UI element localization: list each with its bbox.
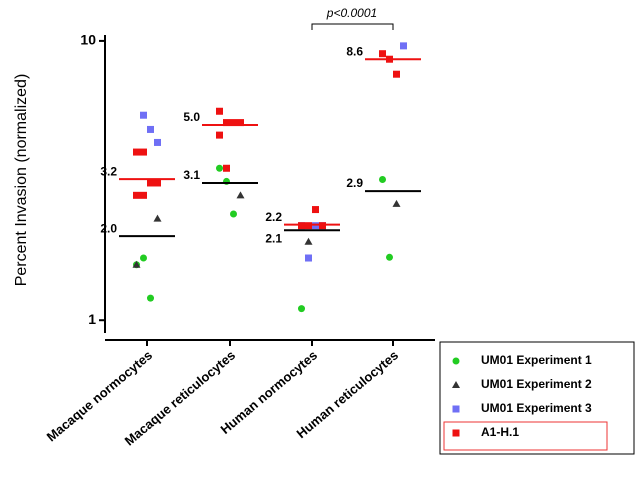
data-point — [230, 119, 237, 127]
y-axis-title: Percent Invasion (normalized) — [13, 74, 30, 287]
median-label: 8.6 — [346, 44, 363, 58]
data-point — [147, 125, 154, 133]
data-point — [140, 111, 147, 119]
data-point — [386, 253, 393, 261]
y-tick-label: 1 — [88, 311, 96, 327]
legend-label: UM01 Experiment 2 — [481, 377, 592, 391]
legend-marker — [452, 357, 460, 365]
median-label: 3.1 — [183, 168, 200, 182]
data-point — [216, 131, 223, 139]
data-point — [400, 42, 407, 50]
median-label: 5.0 — [183, 110, 200, 124]
median-label: 2.2 — [265, 210, 282, 224]
legend-label: UM01 Experiment 3 — [481, 401, 592, 415]
data-point — [140, 254, 147, 262]
data-point — [392, 199, 401, 207]
data-point — [298, 222, 305, 230]
data-point — [236, 191, 245, 199]
legend-marker — [452, 405, 460, 413]
data-point — [153, 214, 162, 222]
data-point — [140, 148, 147, 156]
data-point — [230, 210, 237, 218]
data-point — [319, 222, 326, 230]
data-point — [237, 119, 244, 127]
data-point — [223, 119, 230, 127]
data-point — [393, 70, 400, 78]
data-point — [312, 206, 319, 214]
p-value: p<0.0001 — [326, 6, 377, 20]
median-label: 2.0 — [100, 221, 117, 235]
data-point — [379, 50, 386, 58]
data-point — [379, 176, 386, 184]
legend-highlight — [443, 421, 608, 451]
data-point — [312, 222, 319, 230]
median-label: 3.2 — [100, 164, 117, 178]
legend-marker — [452, 381, 460, 388]
significance-bracket — [311, 23, 394, 30]
data-point — [305, 254, 312, 262]
data-point — [216, 107, 223, 115]
legend-marker — [452, 429, 460, 437]
legend-label: UM01 Experiment 1 — [481, 353, 592, 367]
legend-box — [439, 341, 635, 455]
data-point — [298, 305, 305, 313]
data-point — [147, 294, 154, 302]
data-point — [140, 191, 147, 199]
median-label: 2.1 — [265, 231, 282, 245]
data-point — [305, 222, 312, 230]
median-label: 2.9 — [346, 176, 363, 190]
data-point — [154, 179, 161, 187]
data-point — [133, 148, 140, 156]
data-point — [216, 164, 223, 172]
y-tick-label: 10 — [80, 32, 96, 48]
data-point — [147, 179, 154, 187]
data-point — [304, 237, 313, 245]
data-point — [133, 191, 140, 199]
data-point — [223, 164, 230, 172]
legend-label: A1-H.1 — [481, 425, 519, 439]
data-point — [154, 138, 161, 146]
data-point — [132, 260, 141, 268]
